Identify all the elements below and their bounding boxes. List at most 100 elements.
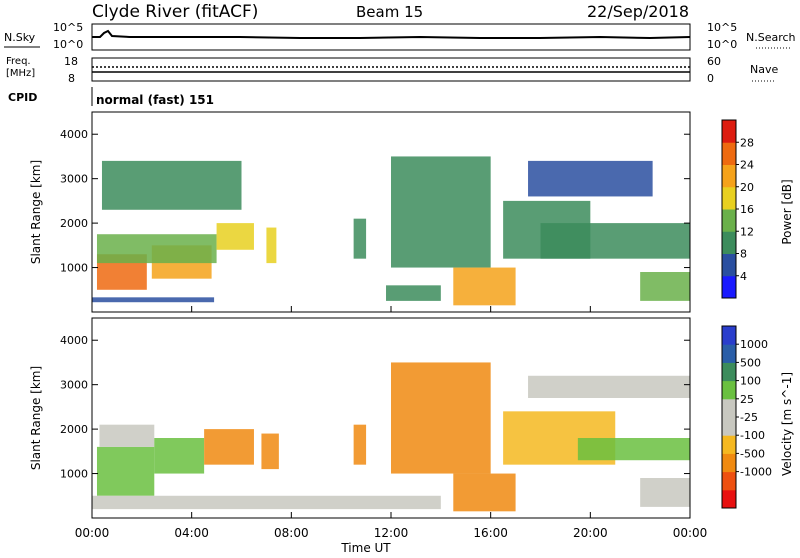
colorbar-segment — [722, 362, 736, 382]
colorbar-segment — [722, 275, 736, 299]
colorbar-segment — [722, 164, 736, 188]
nsearch-tick-bottom: 10^0 — [707, 38, 737, 51]
freq-label-2: [MHz] — [6, 68, 35, 79]
y-tick-label: 3000 — [60, 173, 88, 186]
x-tick-label: 00:00 — [673, 526, 708, 540]
power-colorbar-label: Power [dB] — [780, 179, 794, 244]
y-tick-label: 4000 — [60, 128, 88, 141]
nsky-tick-bottom: 10^0 — [53, 38, 83, 51]
nsky-tick-top: 10^5 — [53, 21, 83, 34]
colorbar-tick-label: 8 — [740, 248, 747, 261]
station-title: Clyde River (fitACF) — [92, 2, 258, 22]
colorbar-segment — [722, 453, 736, 473]
scatter-region — [453, 267, 516, 306]
freq-panel — [91, 57, 691, 82]
y-tick-label: 3000 — [60, 379, 88, 392]
cpid-value: normal (fast) 151 — [96, 93, 214, 107]
colorbar-tick-label: 20 — [740, 181, 754, 194]
nave-tick-bottom: 0 — [707, 72, 714, 85]
colorbar-tick-label: 12 — [740, 225, 754, 238]
scatter-region — [101, 160, 242, 210]
y-tick-label: 4000 — [60, 334, 88, 347]
nave-label: Nave — [750, 63, 778, 76]
scatter-region — [92, 297, 215, 303]
x-tick-label: 00:00 — [75, 526, 110, 540]
colorbar-tick-label: -500 — [740, 447, 765, 460]
colorbar-segment — [722, 489, 736, 509]
beam-title: Beam 15 — [356, 3, 423, 21]
scatter-region — [204, 429, 254, 465]
scatter-region — [640, 478, 690, 507]
x-tick-label: 08:00 — [274, 526, 309, 540]
scatter-region — [261, 433, 279, 470]
freq-label-1: Freq. — [6, 56, 31, 67]
scatter-region — [99, 424, 155, 447]
velocity-colorbar-label: Velocity [m s^-1] — [780, 372, 794, 476]
nsearch-label: N.Search — [746, 31, 796, 44]
colorbar-tick-label: -100 — [740, 429, 765, 442]
colorbar-segment — [722, 344, 736, 363]
freq-tick-top: 18 — [64, 55, 78, 68]
x-tick-label: 16:00 — [473, 526, 508, 540]
nave-tick-top: 60 — [707, 55, 721, 68]
nsky-trace — [92, 29, 691, 40]
power-ylabel: Slant Range [km] — [29, 160, 43, 264]
y-tick-label: 1000 — [60, 262, 88, 275]
colorbar-segment — [722, 253, 736, 277]
scatter-region — [391, 156, 491, 268]
x-tick-label: 20:00 — [573, 526, 608, 540]
scatter-region — [540, 223, 690, 259]
scatter-region — [92, 495, 441, 510]
scatter-region — [154, 438, 205, 474]
scatter-region — [453, 473, 516, 512]
freq-tick-bottom: 8 — [68, 72, 75, 85]
scatter-region — [96, 234, 217, 264]
colorbar-tick-label: -1000 — [740, 466, 772, 479]
colorbar-segment — [722, 231, 736, 254]
velocity-ylabel: Slant Range [km] — [29, 366, 43, 470]
colorbar-segment — [722, 435, 736, 454]
colorbar-segment — [722, 120, 736, 143]
colorbar-tick-label: 25 — [740, 393, 754, 406]
colorbar-segment — [722, 471, 736, 491]
y-tick-label: 2000 — [60, 423, 88, 436]
scatter-region — [640, 272, 690, 301]
colorbar-tick-label: 28 — [740, 136, 754, 149]
colorbar-segment — [722, 326, 736, 345]
colorbar-tick-label: 1000 — [740, 338, 768, 351]
colorbar-tick-label: 4 — [740, 270, 747, 283]
colorbar-segment — [722, 186, 736, 210]
scatter-region — [266, 227, 277, 264]
scatter-region — [386, 285, 441, 301]
scatter-region — [528, 160, 653, 197]
nsearch-tick-top: 10^5 — [707, 21, 737, 34]
colorbar-tick-label: 16 — [740, 203, 754, 216]
x-axis-label: Time UT — [340, 541, 391, 554]
colorbar-segment — [722, 417, 736, 436]
y-tick-label: 2000 — [60, 217, 88, 230]
colorbar-tick-label: -25 — [740, 411, 758, 424]
scatter-region — [577, 438, 690, 461]
colorbar-tick-label: 24 — [740, 159, 754, 172]
power-panel: Slant Range [km] 4000 3000 2000 1000 28 24 20… — [29, 111, 794, 313]
y-tick-label: 1000 — [60, 468, 88, 481]
colorbar-segment — [722, 142, 736, 165]
velocity-panel: Slant Range [km] 4000 3000 2000 1000 00:00 0… — [29, 306, 794, 555]
scatter-region — [391, 362, 491, 474]
scatter-region — [353, 218, 367, 259]
nsky-label: N.Sky — [4, 31, 36, 44]
scatter-region — [96, 446, 155, 496]
scatter-region — [528, 375, 690, 398]
colorbar-tick-label: 100 — [740, 375, 761, 388]
colorbar-segment — [722, 209, 736, 232]
x-tick-label: 04:00 — [174, 526, 209, 540]
scatter-region — [216, 223, 254, 250]
colorbar-tick-label: 500 — [740, 356, 761, 369]
date-title: 22/Sep/2018 — [587, 2, 689, 21]
colorbar-segment — [722, 398, 736, 418]
cpid-label: CPID — [8, 91, 37, 104]
x-tick-label: 12:00 — [374, 526, 409, 540]
colorbar-segment — [722, 380, 736, 400]
scatter-region — [353, 424, 367, 465]
